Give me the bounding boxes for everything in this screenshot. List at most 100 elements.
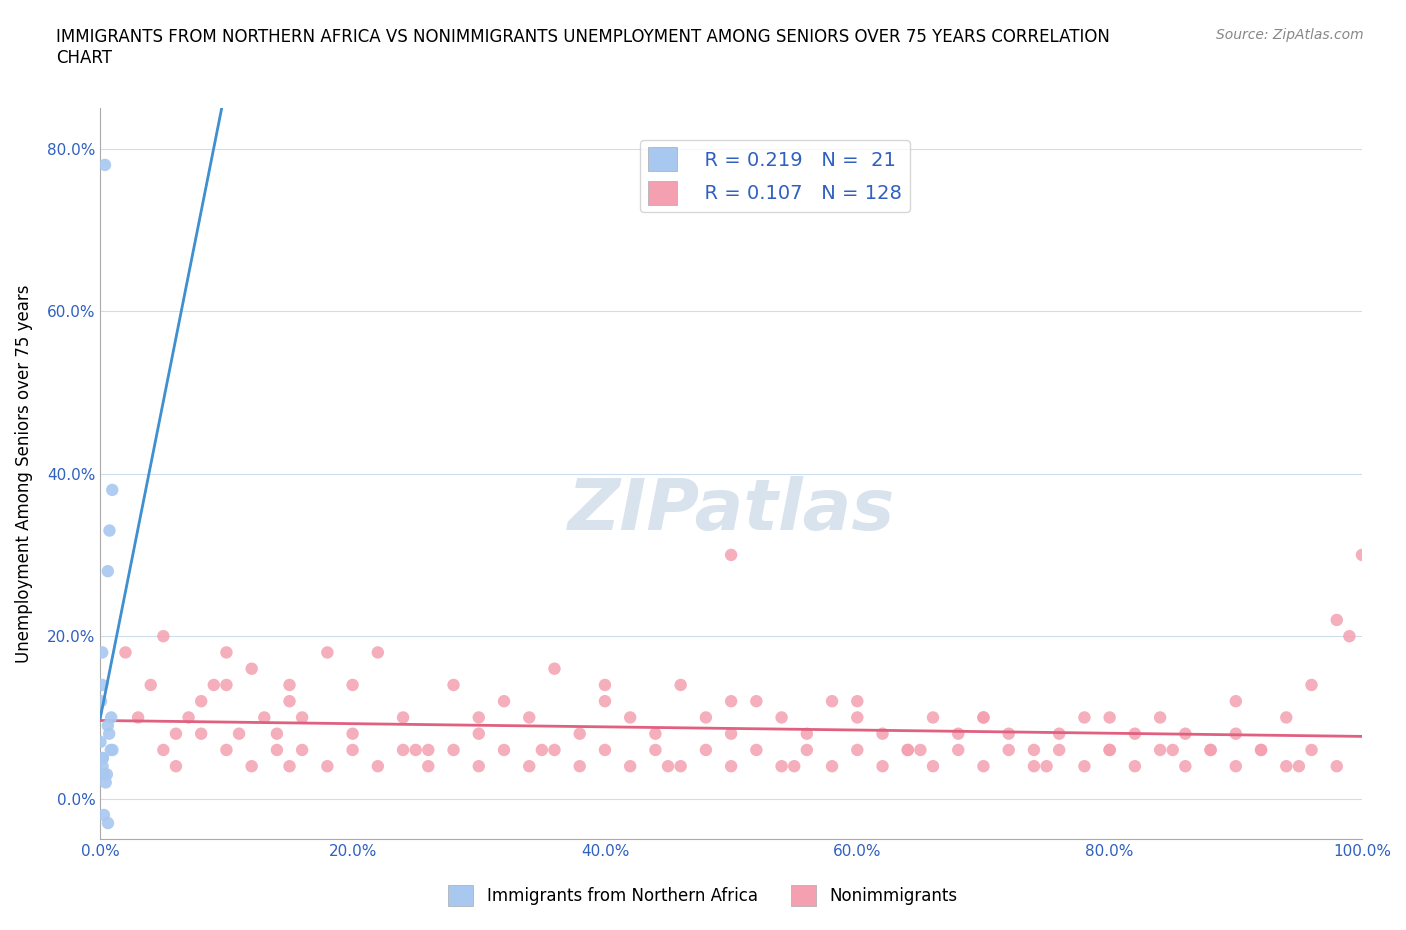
Point — [492, 742, 515, 757]
Point — [593, 694, 616, 709]
Point — [1073, 759, 1095, 774]
Point — [1149, 742, 1171, 757]
Point — [93, 767, 115, 782]
Point — [1123, 726, 1146, 741]
Point — [720, 694, 742, 709]
Point — [94, 157, 117, 172]
Point — [568, 726, 591, 741]
Point — [657, 759, 679, 774]
Point — [910, 742, 932, 757]
Point — [846, 710, 869, 724]
Point — [367, 759, 389, 774]
Point — [1288, 759, 1310, 774]
Point — [97, 816, 120, 830]
Point — [291, 710, 314, 724]
Point — [266, 742, 288, 757]
Point — [720, 759, 742, 774]
Point — [1339, 629, 1361, 644]
Point — [997, 726, 1019, 741]
Point — [152, 629, 174, 644]
Point — [1161, 742, 1184, 757]
Point — [1199, 742, 1222, 757]
Point — [96, 767, 118, 782]
Point — [1225, 759, 1247, 774]
Point — [468, 710, 491, 724]
Point — [392, 710, 415, 724]
Point — [316, 645, 339, 660]
Point — [1225, 694, 1247, 709]
Point — [593, 742, 616, 757]
Point — [644, 742, 666, 757]
Point — [997, 742, 1019, 757]
Point — [1301, 678, 1323, 693]
Point — [517, 759, 540, 774]
Point — [418, 742, 440, 757]
Point — [228, 726, 250, 741]
Point — [1225, 726, 1247, 741]
Point — [669, 678, 692, 693]
Point — [91, 645, 114, 660]
Point — [821, 694, 844, 709]
Point — [101, 483, 124, 498]
Point — [897, 742, 920, 757]
Point — [593, 678, 616, 693]
Point — [796, 726, 818, 741]
Point — [492, 694, 515, 709]
Point — [91, 678, 114, 693]
Point — [1047, 726, 1070, 741]
Point — [443, 742, 465, 757]
Point — [669, 759, 692, 774]
Point — [1047, 742, 1070, 757]
Point — [253, 710, 276, 724]
Point — [240, 661, 263, 676]
Point — [1098, 710, 1121, 724]
Point — [202, 678, 225, 693]
Point — [190, 694, 212, 709]
Point — [468, 726, 491, 741]
Point — [91, 751, 114, 765]
Point — [972, 710, 994, 724]
Point — [342, 742, 364, 757]
Point — [922, 759, 945, 774]
Point — [1326, 613, 1348, 628]
Point — [846, 694, 869, 709]
Point — [190, 726, 212, 741]
Point — [821, 759, 844, 774]
Point — [543, 742, 565, 757]
Text: ZIPatlas: ZIPatlas — [568, 476, 894, 545]
Point — [100, 742, 122, 757]
Point — [97, 718, 120, 733]
Legend:   R = 0.219   N =  21,   R = 0.107   N = 128: R = 0.219 N = 21, R = 0.107 N = 128 — [640, 140, 910, 212]
Point — [97, 564, 120, 578]
Point — [266, 726, 288, 741]
Point — [405, 742, 427, 757]
Point — [1326, 759, 1348, 774]
Point — [278, 694, 301, 709]
Point — [98, 523, 121, 538]
Point — [1174, 759, 1197, 774]
Point — [215, 742, 238, 757]
Point — [720, 726, 742, 741]
Point — [972, 710, 994, 724]
Point — [1250, 742, 1272, 757]
Point — [1199, 742, 1222, 757]
Point — [695, 710, 717, 724]
Point — [1275, 759, 1298, 774]
Point — [1174, 726, 1197, 741]
Point — [177, 710, 200, 724]
Point — [139, 678, 162, 693]
Point — [720, 548, 742, 563]
Point — [342, 726, 364, 741]
Point — [1275, 710, 1298, 724]
Point — [619, 759, 641, 774]
Point — [93, 807, 115, 822]
Point — [278, 759, 301, 774]
Point — [1073, 710, 1095, 724]
Point — [1035, 759, 1057, 774]
Point — [783, 759, 806, 774]
Point — [418, 759, 440, 774]
Point — [1149, 710, 1171, 724]
Point — [367, 645, 389, 660]
Point — [392, 742, 415, 757]
Point — [745, 694, 768, 709]
